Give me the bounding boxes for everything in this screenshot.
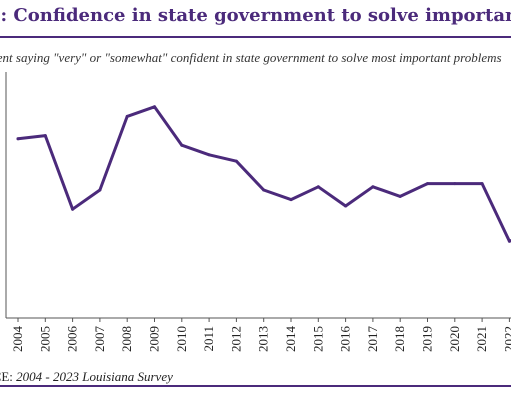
data-point-2013 (262, 188, 266, 192)
data-point-2018 (398, 194, 402, 198)
x-tick-label: 2010 (174, 326, 189, 352)
series-line (16, 105, 511, 243)
x-tick-label: 2009 (147, 326, 162, 352)
x-tick-label: 2011 (201, 326, 216, 352)
data-point-2019 (426, 182, 429, 186)
data-point-2022 (507, 239, 511, 243)
x-tick-label: 2020 (447, 326, 462, 352)
data-point-2017 (371, 185, 375, 189)
data-point-2014 (289, 198, 293, 202)
x-tick-label: 2007 (92, 326, 107, 353)
data-point-2016 (344, 204, 348, 208)
data-point-2021 (480, 182, 484, 186)
x-tick-label: 2008 (119, 326, 134, 352)
data-point-2008 (125, 114, 129, 118)
x-tick-label: 2019 (420, 326, 435, 352)
source-prefix: RCE: (0, 369, 13, 384)
x-tick-label: 2018 (392, 326, 407, 352)
source-text: 2004 - 2023 Louisiana Survey (16, 369, 173, 384)
chart-title: 2: Confidence in state government to sol… (0, 5, 511, 26)
x-tick-label: 2014 (283, 326, 298, 353)
data-point-2009 (153, 105, 156, 109)
x-tick-label: 2012 (228, 326, 243, 352)
series-layer (16, 105, 511, 243)
data-point-2004 (16, 137, 20, 141)
chart-axes (5, 72, 511, 319)
x-tick-label: 2021 (474, 326, 489, 352)
x-tick-label: 2013 (256, 326, 271, 352)
footer-divider (0, 385, 511, 387)
data-point-2011 (207, 153, 211, 157)
x-tick-label: 2017 (365, 326, 380, 353)
title-divider (0, 36, 511, 38)
source-note: RCE: 2004 - 2023 Louisiana Survey (0, 369, 173, 385)
data-point-2012 (234, 159, 238, 163)
x-tick-label: 2016 (338, 326, 353, 353)
data-point-2020 (453, 182, 457, 186)
data-point-2006 (71, 207, 75, 211)
x-tick-label: 2022 (501, 326, 511, 352)
x-tick-label: 2005 (37, 326, 52, 352)
x-tick-labels: 2004 2005 2006 2007 2008 2009 2010 2011 2012 2013… (10, 318, 511, 352)
data-point-2007 (98, 188, 102, 192)
data-point-2005 (43, 134, 47, 138)
x-tick-label: 2015 (310, 326, 325, 352)
chart-subtitle: cent saying "very" or "somewhat" confide… (0, 50, 502, 65)
x-tick-label: 2006 (65, 326, 80, 353)
x-tick-label: 2004 (10, 326, 25, 353)
data-point-2010 (180, 143, 184, 147)
data-point-2015 (316, 185, 320, 189)
